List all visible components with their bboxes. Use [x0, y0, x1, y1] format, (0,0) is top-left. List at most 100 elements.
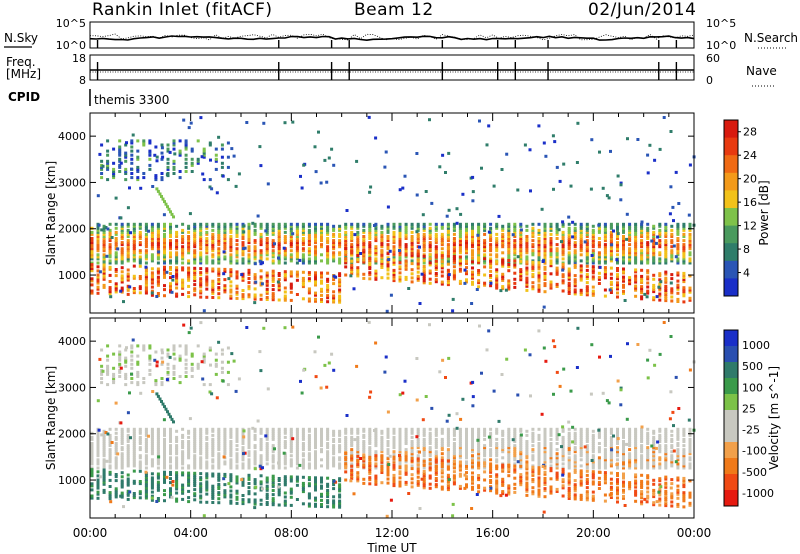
power-cell: [628, 259, 632, 263]
velocity-cell: [513, 452, 517, 456]
velocity-cell: [132, 448, 136, 452]
velocity-cell: [597, 450, 601, 454]
power-cell: [676, 300, 680, 303]
power-cell: [609, 235, 613, 238]
power-cell: [160, 151, 164, 155]
velocity-cell: [398, 435, 402, 439]
power-cell: [477, 228, 481, 232]
velocity-cell: [398, 452, 402, 456]
velocity-cell: [132, 492, 136, 495]
power-cell: [301, 255, 305, 259]
power-cell: [428, 259, 432, 263]
velocity-cell: [688, 458, 692, 462]
velocity-cell: [458, 433, 462, 437]
velocity-cell: [156, 433, 160, 437]
power-cell: [114, 239, 118, 243]
power-cell: [247, 247, 251, 251]
velocity-cell: [247, 442, 251, 445]
power-cell: [465, 232, 468, 236]
velocity-cell: [507, 435, 511, 439]
power-cell: [184, 157, 188, 161]
power-cell: [386, 237, 390, 240]
power-cell: [277, 249, 281, 253]
power-cell: [301, 247, 305, 251]
power-cell: [169, 284, 172, 288]
velocity-cell: [156, 435, 160, 439]
power-cell: [628, 280, 632, 284]
power-cell: [410, 262, 414, 266]
velocity-cell: [513, 429, 517, 433]
power-cell: [235, 226, 239, 230]
velocity-cell: [428, 433, 432, 437]
power-cell: [326, 288, 330, 291]
power-cell: [571, 220, 575, 224]
velocity-cell: [634, 450, 638, 454]
velocity-cell: [205, 429, 209, 433]
power-cell: [446, 230, 450, 234]
power-cell: [676, 259, 680, 263]
velocity-cell: [138, 460, 142, 464]
power-cell: [223, 284, 227, 288]
power-cell: [229, 249, 233, 253]
power-cell: [575, 161, 579, 164]
power-cell: [193, 272, 197, 276]
power-cell: [513, 277, 517, 281]
power-cell: [507, 287, 511, 291]
power-cell: [531, 273, 535, 276]
velocity-cell: [410, 429, 414, 433]
date-label: 02/Jun/2014: [588, 0, 697, 20]
velocity-cell: [144, 482, 148, 486]
velocity-cell: [223, 491, 227, 495]
power-cell: [289, 245, 293, 249]
velocity-cell: [265, 454, 269, 458]
velocity-cell: [156, 497, 160, 500]
velocity-cell: [211, 488, 215, 492]
power-cell: [495, 276, 499, 280]
velocity-cell: [223, 442, 227, 445]
velocity-cell: [326, 458, 330, 462]
velocity-cell: [205, 427, 209, 431]
power-cell: [271, 292, 275, 296]
velocity-cell: [640, 431, 644, 435]
power-cell: [96, 257, 100, 261]
power-cell: [585, 255, 589, 259]
velocity-cell: [501, 433, 505, 437]
power-cell: [175, 253, 179, 257]
power-cell: [543, 235, 547, 238]
power-cell: [507, 261, 511, 265]
velocity-cell: [175, 460, 179, 464]
velocity-cell: [634, 448, 638, 452]
power-cell: [193, 230, 197, 234]
power-cell: [452, 261, 456, 265]
power-cell: [646, 230, 650, 234]
power-cell: [332, 255, 336, 259]
velocity-cell: [283, 429, 287, 433]
power-cell: [507, 257, 511, 261]
power-cell: [428, 269, 432, 273]
velocity-cell: [187, 466, 191, 470]
power-cell: [283, 224, 287, 228]
power-cell: [590, 138, 594, 142]
velocity-cell: [314, 429, 317, 433]
power-cell: [205, 283, 209, 287]
power-cell: [551, 134, 555, 138]
velocity-cell: [229, 466, 233, 470]
velocity-cell: [223, 440, 227, 443]
power-cell: [199, 291, 203, 295]
velocity-cell: [519, 452, 523, 456]
power-cell: [211, 279, 215, 283]
power-cell: [229, 237, 233, 240]
power-cell: [102, 277, 106, 281]
power-cell: [573, 253, 577, 257]
power-cell: [434, 259, 438, 263]
power-cell: [444, 171, 447, 174]
velocity-cell: [344, 431, 348, 435]
velocity-cell: [519, 466, 523, 470]
velocity-cell: [265, 442, 269, 445]
power-cell: [688, 259, 692, 263]
velocity-cell: [193, 435, 197, 439]
velocity-cell: [477, 450, 481, 454]
power-cell: [367, 115, 371, 119]
velocity-cell: [96, 474, 100, 478]
power-cell: [670, 257, 674, 261]
